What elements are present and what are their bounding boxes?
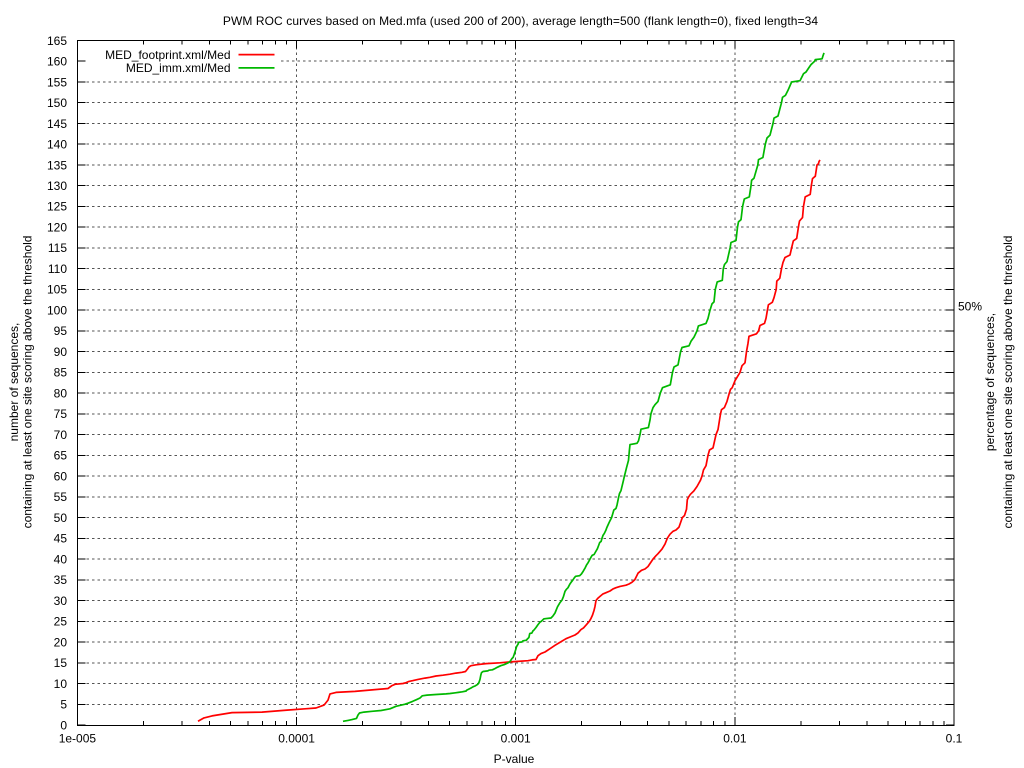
- svg-text:65: 65: [54, 449, 68, 463]
- svg-text:95: 95: [54, 324, 68, 338]
- svg-text:0.001: 0.001: [501, 732, 531, 746]
- svg-text:120: 120: [47, 221, 67, 235]
- svg-text:110: 110: [48, 262, 67, 276]
- svg-text:50: 50: [54, 511, 68, 525]
- svg-text:PWM ROC curves based on Med.mf: PWM ROC curves based on Med.mfa (used 20…: [223, 14, 819, 28]
- svg-text:75: 75: [54, 407, 68, 421]
- svg-text:55: 55: [54, 490, 68, 504]
- svg-text:25: 25: [54, 615, 68, 629]
- svg-text:MED_imm.xml/Med: MED_imm.xml/Med: [126, 61, 231, 75]
- svg-text:20: 20: [54, 635, 68, 649]
- svg-text:1e-005: 1e-005: [59, 732, 97, 746]
- svg-text:125: 125: [47, 200, 67, 214]
- svg-text:135: 135: [47, 158, 67, 172]
- svg-text:100: 100: [47, 304, 67, 318]
- svg-text:115: 115: [48, 241, 67, 255]
- svg-text:60: 60: [54, 469, 68, 483]
- svg-text:90: 90: [54, 345, 68, 359]
- svg-text:70: 70: [54, 428, 68, 442]
- svg-text:15: 15: [54, 656, 68, 670]
- svg-text:85: 85: [54, 366, 68, 380]
- svg-text:0.01: 0.01: [723, 732, 747, 746]
- svg-text:35: 35: [54, 573, 68, 587]
- svg-text:150: 150: [47, 96, 67, 110]
- svg-text:0.0001: 0.0001: [278, 732, 315, 746]
- svg-text:P-value: P-value: [494, 752, 535, 766]
- svg-text:80: 80: [54, 386, 68, 400]
- svg-text:containing at least one site s: containing at least one site scoring abo…: [1001, 236, 1015, 529]
- svg-text:0.1: 0.1: [946, 732, 963, 746]
- svg-text:percentage of sequences,: percentage of sequences,: [983, 313, 997, 451]
- svg-text:number of sequences,: number of sequences,: [7, 323, 21, 442]
- svg-text:140: 140: [47, 138, 67, 152]
- svg-text:155: 155: [47, 75, 67, 89]
- svg-text:130: 130: [47, 179, 67, 193]
- svg-text:50%: 50%: [958, 299, 982, 313]
- svg-text:105: 105: [47, 283, 67, 297]
- svg-text:MED_footprint.xml/Med: MED_footprint.xml/Med: [105, 48, 230, 62]
- svg-text:5: 5: [60, 698, 67, 712]
- svg-text:40: 40: [54, 552, 68, 566]
- svg-text:145: 145: [47, 117, 67, 131]
- svg-text:45: 45: [54, 532, 68, 546]
- svg-text:30: 30: [54, 594, 68, 608]
- svg-text:160: 160: [47, 55, 67, 69]
- svg-text:0: 0: [60, 718, 67, 732]
- svg-text:165: 165: [47, 34, 67, 48]
- svg-text:10: 10: [54, 677, 68, 691]
- svg-text:containing at least one site s: containing at least one site scoring abo…: [21, 236, 35, 529]
